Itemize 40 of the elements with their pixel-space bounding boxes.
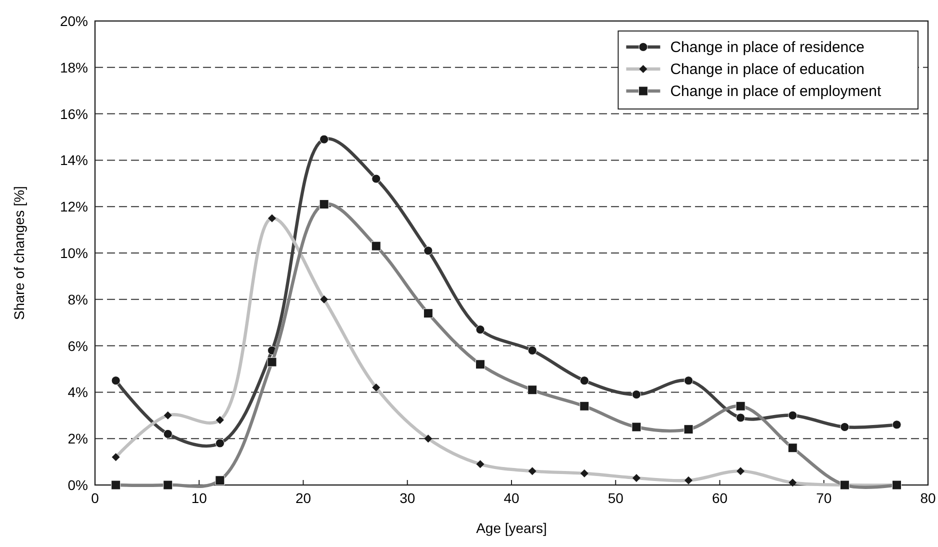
y-tick-label: 18% xyxy=(60,59,88,76)
y-tick-label: 20% xyxy=(60,13,88,29)
y-tick-label: 4% xyxy=(68,384,88,400)
y-tick-label: 10% xyxy=(60,245,88,261)
x-tick-label: 20 xyxy=(295,490,312,506)
x-tick-label: 60 xyxy=(712,490,728,506)
point xyxy=(476,325,485,334)
x-tick-label: 10 xyxy=(191,490,208,506)
x-tick-label: 0 xyxy=(91,490,100,506)
legend-label: Change in place of residence xyxy=(670,39,864,56)
point xyxy=(736,413,746,422)
point xyxy=(892,420,902,430)
y-tick-label: 8% xyxy=(68,291,88,308)
x-tick-label: 40 xyxy=(504,490,520,506)
point xyxy=(632,390,641,400)
point xyxy=(580,376,589,386)
x-tick-label: 80 xyxy=(920,490,936,506)
x-tick-label: 70 xyxy=(816,490,832,506)
y-tick-label: 0% xyxy=(68,477,88,493)
point xyxy=(372,174,381,184)
point xyxy=(424,246,433,256)
point xyxy=(528,346,537,355)
x-tick-label: 30 xyxy=(400,490,416,506)
point xyxy=(684,376,694,386)
y-tick-label: 2% xyxy=(68,430,88,447)
y-tick-label: 16% xyxy=(60,106,88,122)
point xyxy=(163,429,172,439)
point xyxy=(111,376,120,386)
y-tick-label: 12% xyxy=(60,198,88,215)
point xyxy=(788,410,798,420)
legend-label: Change in place of employment xyxy=(670,83,882,100)
y-tick-label: 14% xyxy=(60,152,88,168)
point xyxy=(215,438,224,448)
x-tick-label: 50 xyxy=(608,490,624,506)
legend-label: Change in place of education xyxy=(670,61,865,78)
point xyxy=(320,134,329,144)
x-axis-title: Age [years] xyxy=(476,520,547,536)
point xyxy=(840,422,850,432)
y-axis-title: Share of changes [%] xyxy=(11,186,27,320)
y-tick-label: 6% xyxy=(68,338,88,354)
